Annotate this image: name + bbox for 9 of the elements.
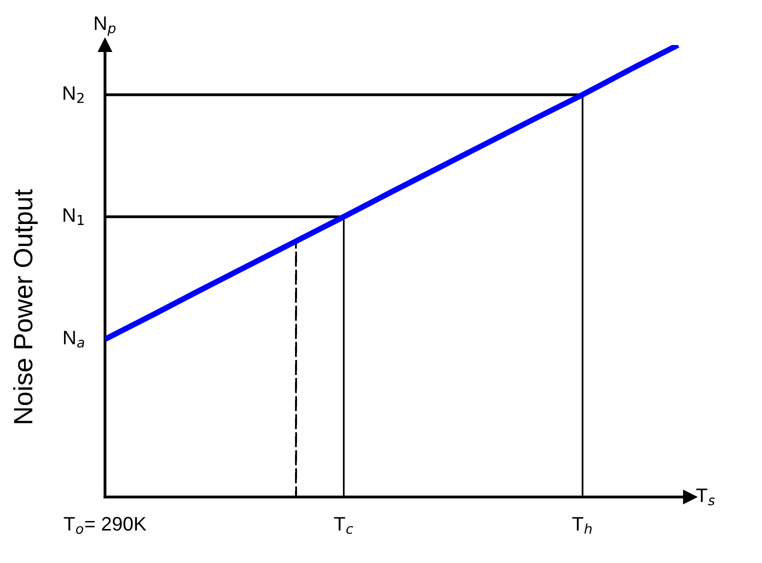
x-axis-title: T$_{s}$ [696, 488, 715, 506]
x-tick-label: T$_{h}$ [572, 517, 592, 534]
x-tick-label: T$_{c}$ [334, 517, 354, 534]
text: N$_{2}$ [64, 86, 84, 103]
x-tick-label: T$_{o}$= 290K [64, 516, 146, 534]
text: N$_{a}$ [64, 330, 84, 348]
text: N$_{1}$ [64, 208, 84, 225]
y-axis-title: Noise Power Output [13, 189, 38, 424]
text: N$_{p}$ [94, 16, 116, 36]
